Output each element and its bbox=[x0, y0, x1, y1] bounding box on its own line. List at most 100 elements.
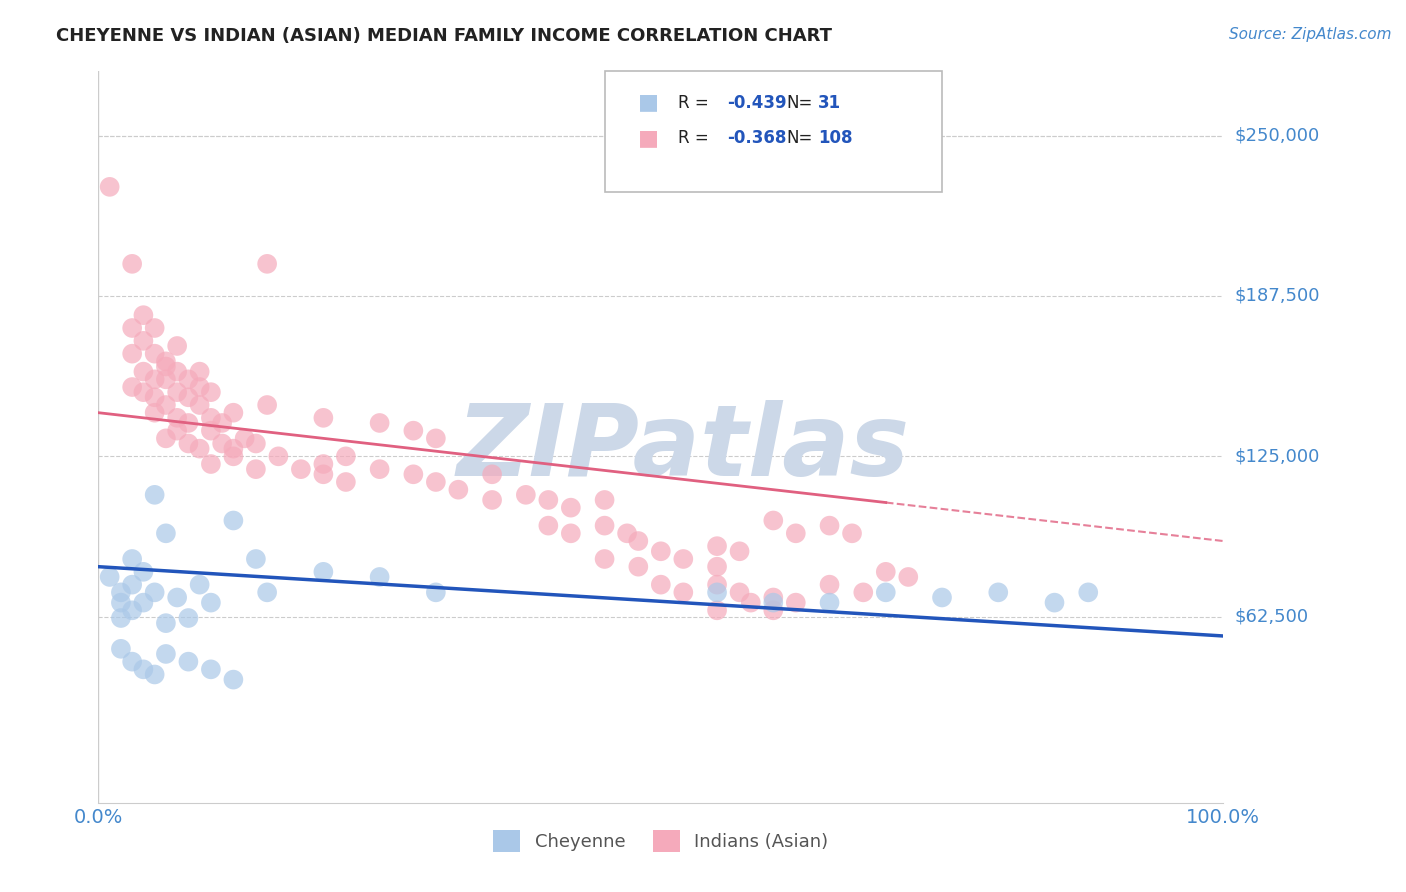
Point bbox=[368, 416, 391, 430]
Point bbox=[616, 526, 638, 541]
Point bbox=[188, 398, 211, 412]
Point bbox=[155, 372, 177, 386]
Text: -0.439: -0.439 bbox=[727, 94, 786, 112]
Point bbox=[121, 257, 143, 271]
Point bbox=[155, 616, 177, 631]
Point bbox=[110, 641, 132, 656]
Point bbox=[200, 385, 222, 400]
Point bbox=[200, 410, 222, 425]
Point bbox=[166, 385, 188, 400]
Point bbox=[143, 372, 166, 386]
Point bbox=[425, 431, 447, 445]
Point bbox=[931, 591, 953, 605]
Point bbox=[481, 467, 503, 482]
Point bbox=[143, 390, 166, 404]
Text: CHEYENNE VS INDIAN (ASIAN) MEDIAN FAMILY INCOME CORRELATION CHART: CHEYENNE VS INDIAN (ASIAN) MEDIAN FAMILY… bbox=[56, 27, 832, 45]
Point bbox=[155, 526, 177, 541]
Point bbox=[728, 544, 751, 558]
Point bbox=[515, 488, 537, 502]
Point bbox=[166, 591, 188, 605]
Text: Source: ZipAtlas.com: Source: ZipAtlas.com bbox=[1229, 27, 1392, 42]
Point bbox=[402, 467, 425, 482]
Point bbox=[132, 365, 155, 379]
Point bbox=[312, 565, 335, 579]
Point bbox=[762, 591, 785, 605]
Point bbox=[312, 410, 335, 425]
Text: -0.368: -0.368 bbox=[727, 129, 786, 147]
Point bbox=[706, 559, 728, 574]
Point bbox=[211, 436, 233, 450]
Point bbox=[200, 596, 222, 610]
Text: $250,000: $250,000 bbox=[1234, 127, 1320, 145]
Point bbox=[143, 406, 166, 420]
Point bbox=[762, 603, 785, 617]
Point bbox=[121, 321, 143, 335]
Point bbox=[762, 514, 785, 528]
Point bbox=[188, 365, 211, 379]
Text: $125,000: $125,000 bbox=[1234, 447, 1320, 466]
Point bbox=[593, 492, 616, 507]
Point bbox=[290, 462, 312, 476]
Point bbox=[245, 436, 267, 450]
Point bbox=[650, 544, 672, 558]
Text: $187,500: $187,500 bbox=[1234, 287, 1320, 305]
Point bbox=[222, 406, 245, 420]
Point bbox=[211, 416, 233, 430]
Point bbox=[1077, 585, 1099, 599]
Point bbox=[875, 585, 897, 599]
Point bbox=[143, 321, 166, 335]
Point bbox=[560, 526, 582, 541]
Point bbox=[155, 431, 177, 445]
Point bbox=[177, 655, 200, 669]
Point bbox=[143, 585, 166, 599]
Point bbox=[706, 585, 728, 599]
Point bbox=[425, 475, 447, 489]
Point bbox=[987, 585, 1010, 599]
Point bbox=[121, 577, 143, 591]
Point bbox=[177, 390, 200, 404]
Point bbox=[728, 585, 751, 599]
Point bbox=[875, 565, 897, 579]
Point bbox=[143, 488, 166, 502]
Point bbox=[672, 552, 695, 566]
Point bbox=[166, 339, 188, 353]
Text: N=: N= bbox=[786, 129, 813, 147]
Point bbox=[706, 603, 728, 617]
Point bbox=[98, 179, 121, 194]
Point bbox=[481, 492, 503, 507]
Point bbox=[121, 603, 143, 617]
Point bbox=[335, 475, 357, 489]
Point bbox=[785, 596, 807, 610]
Point bbox=[188, 380, 211, 394]
Point bbox=[672, 585, 695, 599]
Point bbox=[143, 346, 166, 360]
Point bbox=[155, 354, 177, 368]
Point bbox=[267, 450, 290, 464]
Point bbox=[627, 534, 650, 549]
Point bbox=[155, 398, 177, 412]
Point bbox=[110, 585, 132, 599]
Point bbox=[166, 365, 188, 379]
Point bbox=[177, 611, 200, 625]
Point bbox=[706, 539, 728, 553]
Point bbox=[852, 585, 875, 599]
Point bbox=[593, 518, 616, 533]
Point bbox=[897, 570, 920, 584]
Text: ZIPatlas: ZIPatlas bbox=[457, 401, 910, 497]
Point bbox=[537, 492, 560, 507]
Legend: Cheyenne, Indians (Asian): Cheyenne, Indians (Asian) bbox=[486, 823, 835, 860]
Point bbox=[818, 518, 841, 533]
Point bbox=[368, 570, 391, 584]
Point bbox=[447, 483, 470, 497]
Point bbox=[121, 346, 143, 360]
Point bbox=[312, 467, 335, 482]
Point bbox=[222, 514, 245, 528]
Point bbox=[1043, 596, 1066, 610]
Point bbox=[155, 647, 177, 661]
Point bbox=[402, 424, 425, 438]
Point bbox=[245, 462, 267, 476]
Point bbox=[560, 500, 582, 515]
Point bbox=[425, 585, 447, 599]
Point bbox=[222, 450, 245, 464]
Point bbox=[841, 526, 863, 541]
